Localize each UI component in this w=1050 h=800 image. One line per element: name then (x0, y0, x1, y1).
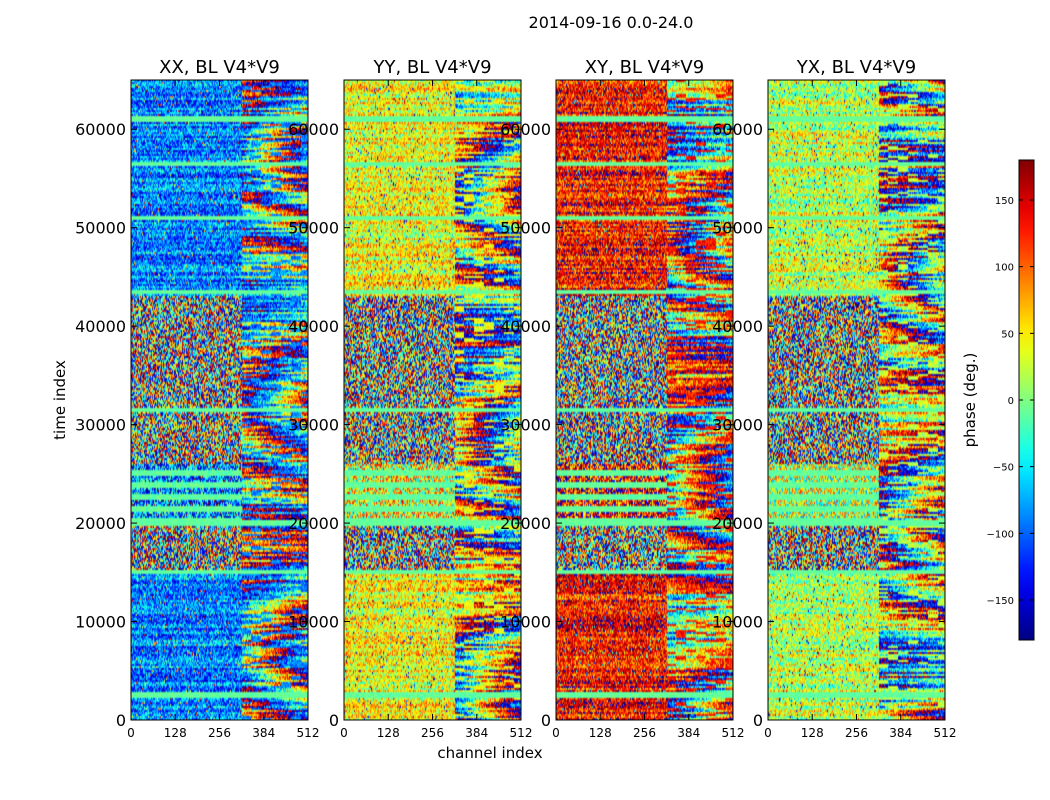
colorbar-tick-label: −150 (987, 596, 1014, 607)
x-tick-label: 0 (127, 726, 135, 740)
y-tick-label: 60000 (712, 120, 763, 139)
y-tick-label: 10000 (500, 613, 551, 632)
y-tick-label: 0 (329, 711, 339, 730)
y-tick-label: 0 (753, 711, 763, 730)
x-tick-label: 384 (252, 726, 275, 740)
colorbar-tick-label: −100 (987, 529, 1014, 540)
y-tick-label: 50000 (712, 219, 763, 238)
panel-title-1: YY, BL V4*V9 (372, 57, 491, 78)
y-tick-label: 60000 (288, 120, 339, 139)
y-tick-label: 60000 (75, 120, 126, 139)
x-tick-label: 0 (340, 726, 348, 740)
x-tick-label: 512 (510, 726, 533, 740)
x-tick-label: 0 (552, 726, 560, 740)
y-tick-label: 10000 (712, 613, 763, 632)
y-tick-label: 10000 (288, 613, 339, 632)
x-tick-label: 256 (421, 726, 444, 740)
x-tick-label: 128 (377, 726, 400, 740)
colorbar-tick-label: 150 (995, 196, 1014, 207)
y-tick-label: 20000 (75, 514, 126, 533)
x-tick-label: 512 (722, 726, 745, 740)
colorbar-label: phase (deg.) (961, 353, 979, 448)
y-tick-label: 0 (541, 711, 551, 730)
y-tick-label: 30000 (288, 416, 339, 435)
panel-title-2: XY, BL V4*V9 (585, 57, 704, 78)
y-tick-label: 40000 (75, 317, 126, 336)
x-tick-label: 128 (589, 726, 612, 740)
y-tick-label: 50000 (75, 219, 126, 238)
y-tick-label: 20000 (288, 514, 339, 533)
y-tick-label: 10000 (75, 613, 126, 632)
panel-title-3: YX, BL V4*V9 (796, 57, 916, 78)
x-tick-label: 384 (889, 726, 912, 740)
y-tick-label: 20000 (500, 514, 551, 533)
y-tick-label: 20000 (712, 514, 763, 533)
colorbar-tick-label: 50 (1001, 329, 1014, 340)
panels: XX, BL V4*V9 0 128 256 384 512 0 10000 20000 3000… (75, 57, 956, 740)
figure-title: 2014-09-16 0.0-24.0 (529, 13, 694, 32)
colorbar-tick-label: 100 (995, 263, 1014, 274)
x-tick-label: 256 (633, 726, 656, 740)
panel-0: XX, BL V4*V9 0 128 256 384 512 0 10000 20000 3000… (75, 57, 319, 740)
heatmap-2 (556, 80, 733, 720)
x-axis-label: channel index (437, 744, 542, 762)
x-tick-label: 512 (297, 726, 320, 740)
y-tick-label: 40000 (288, 317, 339, 336)
y-tick-label: 30000 (75, 416, 126, 435)
y-tick-label: 40000 (500, 317, 551, 336)
x-tick-label: 384 (677, 726, 700, 740)
y-tick-label: 30000 (500, 416, 551, 435)
x-tick-label: 128 (801, 726, 824, 740)
y-axis-label: time index (51, 360, 69, 440)
y-tick-label: 60000 (500, 120, 551, 139)
y-tick-label: 50000 (500, 219, 551, 238)
y-tick-label: 30000 (712, 416, 763, 435)
y-tick-label: 50000 (288, 219, 339, 238)
y-tick-label: 40000 (712, 317, 763, 336)
heatmap-3 (768, 80, 945, 720)
y-tick-label: 0 (116, 711, 126, 730)
panel-2: XY, BL V4*V9 0 128 256 384 512 0 10000 20000 3000… (500, 57, 744, 740)
x-tick-label: 384 (465, 726, 488, 740)
x-tick-label: 128 (164, 726, 187, 740)
panel-3: YX, BL V4*V9 0 128 256 384 512 0 10000 20000 3000… (712, 57, 956, 740)
x-tick-label: 256 (845, 726, 868, 740)
x-tick-label: 256 (208, 726, 231, 740)
x-tick-label: 512 (934, 726, 957, 740)
colorbar: −150 −100 −50 0 50 100 150 (987, 159, 1035, 641)
heatmap-0 (131, 80, 308, 720)
panel-title-0: XX, BL V4*V9 (159, 57, 280, 78)
colorbar-tick-label: 0 (1008, 396, 1014, 407)
colorbar-tick-label: −50 (993, 463, 1014, 474)
panel-1: YY, BL V4*V9 0 128 256 384 512 0 10000 20000 3000… (288, 57, 532, 740)
x-tick-label: 0 (764, 726, 772, 740)
heatmap-1 (344, 80, 521, 720)
